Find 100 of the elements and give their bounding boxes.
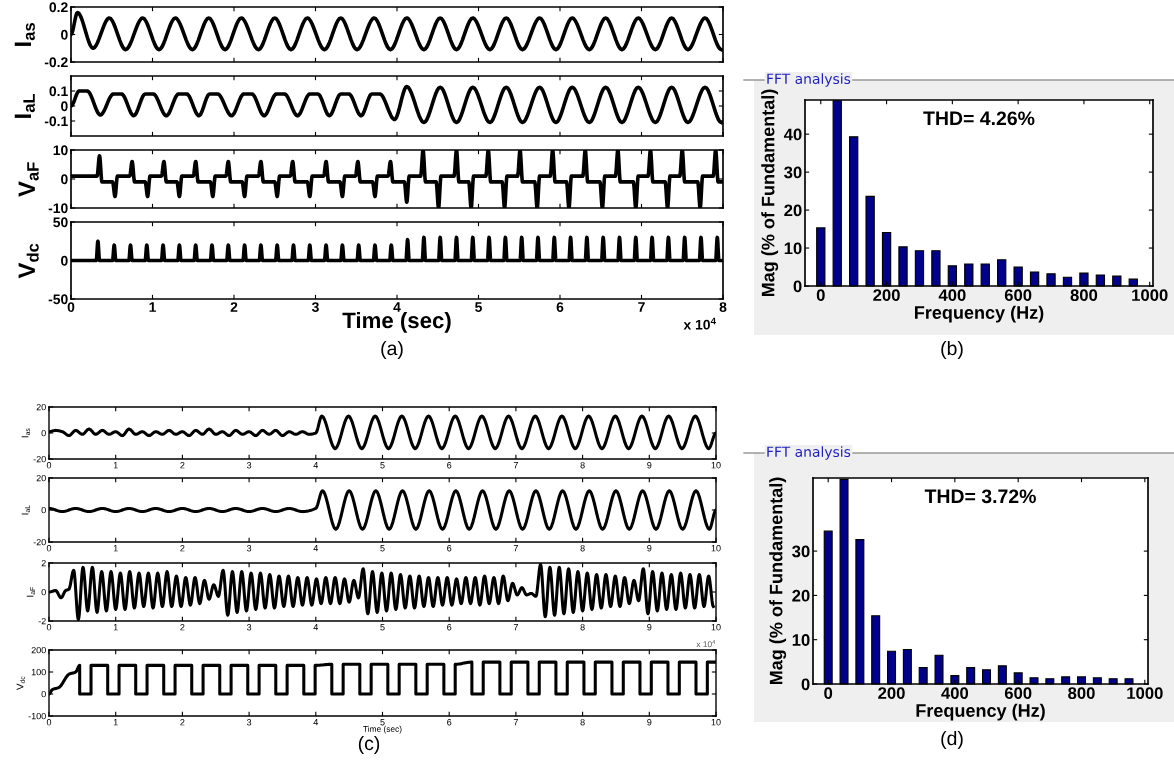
x-tick-label: 4: [313, 545, 319, 552]
x-tick-label: 2: [180, 624, 185, 631]
x-tick-label: 8: [719, 302, 727, 312]
x-tick-label: 7: [638, 302, 645, 312]
x-tick-label: 4: [313, 462, 319, 469]
y-tick-label: 50: [53, 217, 68, 228]
x-tick-label: 2: [230, 302, 238, 312]
x-tick-label: 2: [180, 545, 185, 552]
y-tick-label: 30: [792, 545, 810, 558]
x-axis-title: Time (sec): [342, 311, 451, 333]
y-axis-title: V$_{aF}$: [18, 162, 39, 197]
x-tick-label: 200: [873, 289, 900, 302]
x-tick-label: 5: [380, 545, 385, 552]
x-tick-label: 600: [1004, 289, 1032, 302]
x-tick-label: 3: [246, 462, 252, 469]
x-tick-label: 1000: [1127, 687, 1163, 700]
y-tick-label: -0.1: [44, 116, 68, 127]
y-tick-label: 0: [61, 174, 68, 185]
x-tick-label: 1: [113, 545, 118, 552]
y-tick-label: 10: [792, 634, 810, 646]
y-tick-label: 2: [41, 559, 46, 567]
x-tick-label: 1: [113, 624, 118, 631]
x-tick-label: 10: [711, 719, 721, 726]
y-tick-label: -2: [38, 617, 46, 625]
chart-title: THD= 3.72%: [924, 489, 1036, 504]
x-axis-title: Time (sec): [363, 725, 402, 734]
x-tick-label: 9: [647, 462, 652, 469]
x-tick-label: 7: [513, 719, 518, 726]
x-tick-label: 5: [380, 624, 385, 631]
text: x 10$^{4}$: [696, 639, 716, 648]
text: FFT analysis: [767, 446, 851, 460]
text: (a): [381, 340, 403, 360]
y-axis-title: V$_{dc}$: [16, 676, 25, 691]
x-tick-label: 2: [180, 719, 185, 726]
x-tick-label: 0: [824, 687, 833, 700]
x-tick-label: 10: [711, 624, 721, 631]
x-tick-label: 1000: [1132, 289, 1168, 302]
text: (b): [941, 340, 963, 360]
y-tick-label: 20: [36, 474, 46, 482]
y-tick-label: 10: [784, 242, 802, 255]
y-axis-title: V$_{dc}$: [18, 243, 39, 279]
y-tick-label: 0: [41, 506, 46, 514]
y-tick-label: 10: [53, 145, 68, 156]
x-tick-label: 7: [513, 462, 518, 469]
x-tick-label: 6: [447, 462, 452, 469]
y-axis-title: I$_{as}$: [21, 428, 30, 438]
x-tick-label: 9: [647, 545, 652, 552]
y-tick-label: 30: [784, 166, 802, 179]
x-tick-label: 5: [475, 302, 482, 312]
y-tick-label: 0: [801, 678, 810, 691]
text: (d): [941, 730, 963, 750]
y-tick-label: -100: [28, 712, 46, 720]
y-tick-label: 100: [31, 668, 46, 676]
x-tick-label: 10: [711, 545, 721, 552]
y-tick-label: 0.2: [49, 2, 68, 13]
x-tick-label: 8: [580, 462, 585, 469]
x-tick-label: 400: [938, 289, 966, 302]
y-tick-label: 0: [41, 429, 46, 437]
y-tick-label: 20: [792, 589, 810, 602]
y-axis-title: I$_{aF}$: [26, 587, 35, 597]
x-axis-title: Frequency (Hz): [915, 305, 1044, 323]
x-tick-label: 4: [393, 302, 401, 312]
x-tick-label: 6: [556, 302, 564, 312]
y-tick-label: 20: [784, 204, 802, 217]
x-tick-label: 6: [447, 719, 452, 726]
x-tick-label: 3: [246, 719, 252, 726]
y-axis-title: I$_{aL}$: [21, 505, 30, 515]
y-tick-label: -0.2: [44, 57, 68, 68]
y-tick-label: 0.1: [49, 86, 68, 97]
chart-title: THD= 4.26%: [923, 111, 1035, 126]
x-tick-label: 7: [513, 624, 518, 631]
x-tick-label: 1: [113, 462, 118, 469]
y-axis-title: Mag (% of Fundamental): [761, 89, 779, 297]
y-tick-label: 0: [61, 255, 68, 266]
x-tick-label: 0: [816, 289, 825, 302]
x-tick-label: 600: [1004, 687, 1032, 700]
y-tick-label: 40: [783, 128, 802, 141]
x-tick-label: 4: [313, 624, 319, 631]
y-axis-title: Mag (% of Fundamental): [769, 477, 787, 685]
x-tick-label: 8: [580, 545, 585, 552]
x-tick-label: 3: [246, 545, 252, 552]
x-tick-label: 6: [447, 624, 452, 631]
x-tick-label: 1: [113, 719, 118, 726]
text: x 10$^{4}$: [683, 317, 716, 330]
x-tick-label: 9: [647, 624, 652, 631]
x-tick-label: 800: [1068, 687, 1095, 700]
x-tick-label: 8: [580, 624, 585, 631]
text: FFT analysis: [767, 73, 851, 87]
x-tick-label: 5: [380, 719, 385, 726]
x-tick-label: 7: [513, 545, 518, 552]
x-tick-label: 8: [580, 719, 585, 726]
y-tick-label: 0: [793, 280, 802, 293]
x-axis-title: Frequency (Hz): [916, 703, 1045, 721]
x-tick-label: 6: [447, 545, 452, 552]
x-tick-label: 1: [149, 302, 156, 312]
x-tick-label: 9: [647, 719, 652, 726]
y-tick-label: -10: [48, 203, 68, 214]
y-tick-label: 0: [41, 588, 46, 596]
x-tick-label: 4: [313, 719, 319, 726]
x-tick-label: 800: [1070, 289, 1098, 302]
